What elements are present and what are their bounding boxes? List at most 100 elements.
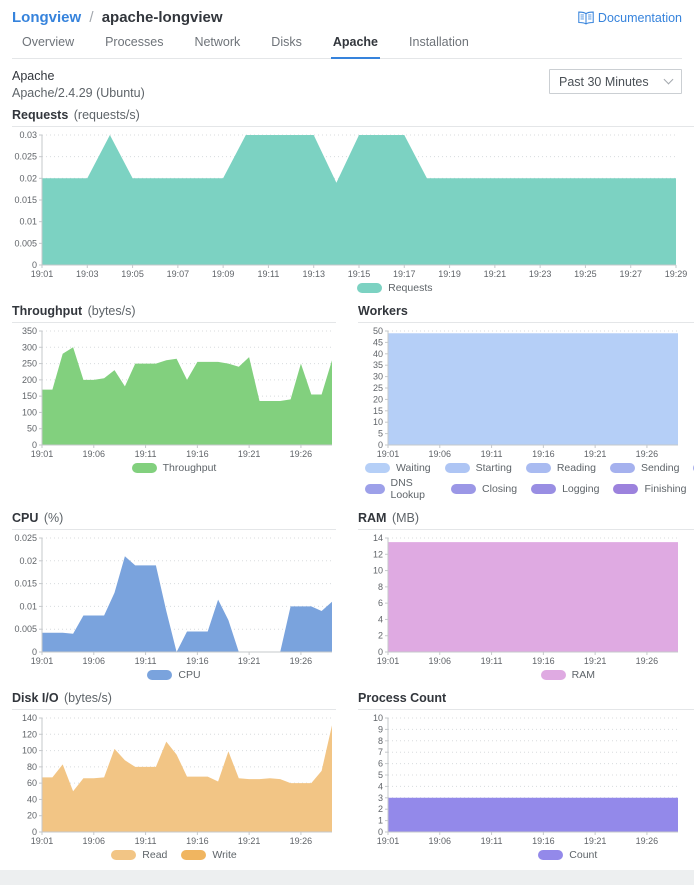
legend-item-throughput: Throughput	[131, 462, 216, 474]
chart-unit-text: (bytes/s)	[84, 304, 136, 318]
svg-text:19:21: 19:21	[238, 656, 261, 666]
svg-text:19:01: 19:01	[31, 836, 54, 846]
svg-text:0.025: 0.025	[14, 533, 37, 543]
svg-text:0.015: 0.015	[14, 579, 37, 589]
legend-label: Count	[569, 849, 598, 861]
svg-text:60: 60	[27, 778, 37, 788]
legend-label: DNS Lookup	[390, 477, 425, 501]
legend-swatch	[525, 463, 551, 473]
svg-text:19:16: 19:16	[186, 656, 209, 666]
tab-overview[interactable]: Overview	[22, 35, 75, 49]
legend-row: Throughput	[125, 462, 224, 474]
legend-item-closing: Closing	[451, 477, 517, 501]
time-range-select[interactable]: Past 30 Minutes	[549, 69, 682, 94]
svg-text:20: 20	[27, 811, 37, 821]
chart-title-text: Throughput	[12, 304, 83, 318]
svg-text:0.01: 0.01	[19, 601, 37, 611]
chart-header: RAM (MB)	[358, 511, 694, 530]
svg-text:0.005: 0.005	[14, 624, 37, 634]
chart-header: Throughput (bytes/s)	[12, 304, 336, 323]
chart-legend: Throughput	[12, 462, 336, 474]
tab-apache[interactable]: Apache	[330, 35, 381, 59]
svg-text:0: 0	[32, 827, 37, 837]
svg-text:35: 35	[373, 360, 383, 370]
svg-text:0: 0	[32, 440, 37, 450]
svg-text:19:11: 19:11	[135, 656, 157, 666]
svg-text:19:03: 19:03	[76, 269, 99, 279]
chart-unit-text: (MB)	[388, 511, 420, 525]
legend-row: RAM	[534, 669, 602, 681]
svg-text:19:21: 19:21	[584, 836, 607, 846]
svg-text:19:21: 19:21	[238, 449, 261, 459]
chart-plot-area: 350 300 250 200 150 100 50 0 19:01 19:06 19:11 19:1…	[12, 326, 336, 461]
svg-text:0.03: 0.03	[19, 130, 37, 140]
breadcrumb-longview-link[interactable]: Longview	[12, 9, 82, 26]
chart-title-text: RAM	[358, 511, 387, 525]
legend-item-sending: Sending	[609, 462, 680, 474]
legend-item-ram: RAM	[540, 669, 595, 681]
svg-text:2: 2	[378, 631, 383, 641]
legend-swatch	[451, 484, 477, 494]
legend-label: Sending	[640, 462, 680, 474]
svg-text:19:17: 19:17	[393, 269, 416, 279]
svg-text:19:06: 19:06	[83, 836, 106, 846]
svg-text:200: 200	[22, 375, 37, 385]
section-header: Apache Apache/2.4.29 (Ubuntu) Past 30 Mi…	[12, 69, 682, 100]
svg-text:12: 12	[373, 549, 383, 559]
svg-text:9: 9	[378, 724, 383, 734]
tab-network[interactable]: Network	[194, 35, 241, 49]
chart-plot: 350 300 250 200 150 100 50 019:01 19:06 19:11 19:1…	[22, 326, 332, 459]
legend-item-finishing: Finishing	[613, 477, 686, 501]
page-header: Longview / apache-longview Documentation	[12, 0, 682, 26]
legend-item-logging: Logging	[531, 477, 599, 501]
svg-text:19:05: 19:05	[121, 269, 144, 279]
svg-text:19:06: 19:06	[83, 449, 106, 459]
chart-title-text: Workers	[358, 304, 408, 318]
svg-text:4: 4	[378, 614, 383, 624]
svg-text:19:23: 19:23	[529, 269, 552, 279]
tab-processes[interactable]: Processes	[105, 35, 164, 49]
chart-plot: 14 12 10 8 6 4 2 019:01 19:06 19:11 19:16 19:21 19:2…	[373, 533, 678, 666]
tab-installation[interactable]: Installation	[409, 35, 469, 49]
legend-row: WaitingStartingReadingSendingKeepalive	[358, 462, 694, 474]
legend-item-reading: Reading	[525, 462, 596, 474]
svg-text:19:26: 19:26	[636, 836, 659, 846]
chart-title-text: Requests	[12, 108, 69, 122]
legend-label: Requests	[388, 282, 433, 294]
svg-text:19:26: 19:26	[290, 656, 313, 666]
legend-swatch	[131, 463, 157, 473]
chart-requests: Requests (requests/s) 0.03 0.025 0.02 0.015…	[12, 108, 694, 294]
tab-disks[interactable]: Disks	[271, 35, 302, 49]
documentation-link[interactable]: Documentation	[578, 11, 682, 25]
svg-text:19:26: 19:26	[636, 449, 659, 459]
legend-item-read: Read	[111, 849, 167, 861]
chart-plot-area: 50 45 40 35 30 25 20 15 10 5 0 19:01 19:06 19:11 19:16…	[358, 326, 694, 461]
svg-text:19:01: 19:01	[377, 836, 400, 846]
legend-row: Count	[531, 849, 604, 861]
svg-text:8: 8	[378, 736, 383, 746]
chart-disk-i-o: Disk I/O (bytes/s) 140 120 100 80 60 40 20 0 19:…	[12, 691, 336, 861]
svg-text:19:11: 19:11	[481, 656, 503, 666]
svg-text:0: 0	[378, 827, 383, 837]
svg-text:0.025: 0.025	[14, 152, 37, 162]
svg-text:0.02: 0.02	[19, 556, 37, 566]
breadcrumb-current: apache-longview	[101, 9, 223, 26]
svg-text:19:06: 19:06	[429, 836, 452, 846]
svg-text:100: 100	[22, 746, 37, 756]
chart-legend: CPU	[12, 669, 336, 681]
svg-text:250: 250	[22, 359, 37, 369]
svg-text:80: 80	[27, 762, 37, 772]
svg-text:40: 40	[373, 349, 383, 359]
chart-header: Disk I/O (bytes/s)	[12, 691, 336, 710]
svg-text:19:15: 19:15	[348, 269, 371, 279]
apache-version: Apache/2.4.29 (Ubuntu)	[12, 86, 145, 100]
chart-plot-area: 14 12 10 8 6 4 2 0 19:01 19:06 19:11 19:16 19:21 19:2…	[358, 533, 694, 668]
svg-text:19:01: 19:01	[31, 656, 54, 666]
svg-text:5: 5	[378, 770, 383, 780]
legend-swatch	[111, 850, 137, 860]
legend-swatch	[357, 283, 383, 293]
legend-item-cpu: CPU	[147, 669, 201, 681]
svg-text:19:06: 19:06	[429, 656, 452, 666]
svg-text:19:07: 19:07	[167, 269, 190, 279]
legend-swatch	[365, 484, 385, 494]
